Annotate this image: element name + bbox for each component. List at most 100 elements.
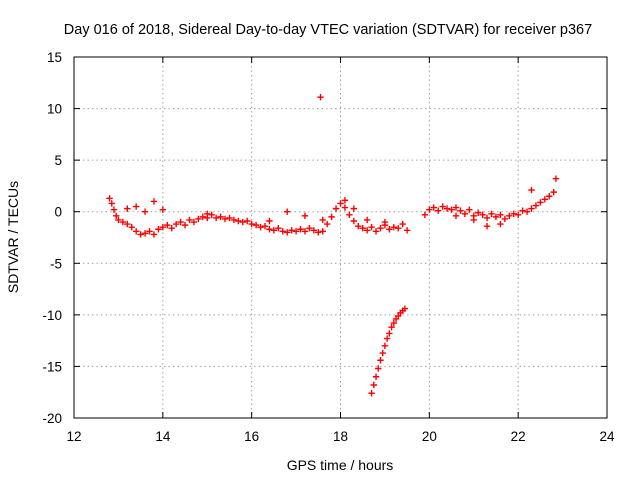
data-point bbox=[528, 186, 535, 194]
data-point bbox=[337, 200, 344, 207]
data-point bbox=[266, 217, 273, 225]
data-point bbox=[381, 342, 389, 349]
data-point bbox=[172, 220, 180, 228]
y-tick-label: -15 bbox=[42, 359, 62, 374]
data-point bbox=[177, 218, 184, 226]
data-point bbox=[226, 214, 233, 222]
data-point bbox=[146, 228, 153, 235]
data-point bbox=[350, 205, 358, 212]
data-point bbox=[301, 212, 309, 220]
data-point bbox=[443, 205, 451, 212]
data-point bbox=[506, 212, 513, 220]
data-point bbox=[377, 357, 384, 364]
data-point bbox=[137, 231, 144, 238]
data-point bbox=[159, 206, 167, 213]
data-point bbox=[372, 373, 380, 380]
data-point bbox=[421, 211, 429, 219]
data-point bbox=[150, 198, 158, 205]
data-point bbox=[119, 218, 127, 226]
data-point bbox=[150, 231, 158, 238]
data-point bbox=[341, 204, 349, 211]
data-point bbox=[284, 208, 291, 215]
data-point bbox=[244, 217, 251, 225]
data-point bbox=[388, 324, 395, 331]
data-point bbox=[124, 220, 131, 228]
data-point bbox=[546, 193, 553, 200]
data-point bbox=[266, 226, 273, 233]
data-point bbox=[514, 211, 522, 219]
data-point bbox=[439, 203, 446, 210]
data-point bbox=[483, 214, 491, 222]
data-point bbox=[363, 227, 371, 234]
data-point bbox=[372, 228, 380, 235]
grid-lines bbox=[74, 57, 607, 418]
data-point bbox=[448, 206, 455, 213]
data-point bbox=[479, 211, 486, 219]
data-point bbox=[235, 217, 242, 225]
y-tick-label: 5 bbox=[54, 153, 62, 168]
data-point bbox=[346, 211, 353, 219]
data-point bbox=[377, 225, 384, 232]
data-point bbox=[132, 228, 140, 235]
y-axis-label: SDTVAR / TECUs bbox=[5, 181, 21, 293]
y-tick-label: 0 bbox=[54, 205, 62, 220]
data-point bbox=[466, 206, 473, 213]
data-point bbox=[155, 226, 162, 233]
data-point bbox=[252, 221, 260, 229]
data-point bbox=[355, 222, 362, 230]
data-point bbox=[381, 218, 389, 226]
data-point bbox=[319, 216, 326, 224]
data-point bbox=[270, 227, 278, 234]
data-point bbox=[230, 216, 238, 224]
data-point bbox=[128, 223, 135, 231]
data-point bbox=[181, 221, 189, 229]
data-point bbox=[212, 214, 220, 222]
data-point bbox=[363, 216, 371, 224]
data-point bbox=[483, 222, 491, 230]
data-point bbox=[379, 349, 386, 357]
data-point bbox=[541, 196, 549, 203]
data-point bbox=[204, 210, 211, 217]
data-point bbox=[532, 202, 540, 209]
data-point bbox=[519, 207, 526, 214]
data-point bbox=[492, 213, 500, 221]
data-point bbox=[261, 222, 269, 230]
x-tick-label: 24 bbox=[599, 429, 615, 444]
y-tick-label: 10 bbox=[47, 102, 62, 117]
x-tick-label: 22 bbox=[511, 429, 526, 444]
data-point bbox=[239, 218, 246, 226]
data-point bbox=[208, 211, 215, 219]
data-point bbox=[550, 188, 557, 196]
data-point bbox=[319, 228, 326, 235]
data-point bbox=[306, 225, 313, 232]
data-point bbox=[115, 216, 122, 224]
data-point bbox=[370, 381, 378, 389]
data-point bbox=[221, 215, 229, 223]
data-point bbox=[386, 226, 393, 233]
data-point bbox=[248, 220, 255, 228]
data-point bbox=[375, 365, 382, 372]
data-point bbox=[488, 210, 495, 217]
y-tick-label: 15 bbox=[47, 50, 62, 65]
data-point bbox=[452, 204, 460, 211]
y-tick-label: -20 bbox=[42, 411, 62, 426]
data-point bbox=[199, 213, 207, 221]
chart-title: Day 016 of 2018, Sidereal Day-to-day VTE… bbox=[64, 22, 592, 38]
data-point bbox=[435, 207, 442, 214]
data-point bbox=[461, 210, 469, 217]
axis-ticks bbox=[73, 56, 608, 419]
data-point bbox=[341, 197, 349, 204]
data-point bbox=[497, 220, 504, 228]
data-point bbox=[159, 223, 167, 231]
data-point bbox=[403, 227, 411, 234]
data-point bbox=[552, 175, 560, 182]
x-tick-label: 14 bbox=[155, 429, 171, 444]
data-point bbox=[292, 228, 300, 235]
data-point bbox=[350, 217, 358, 225]
data-point bbox=[284, 229, 291, 236]
data-point bbox=[399, 220, 406, 228]
data-point bbox=[323, 220, 331, 228]
data-point bbox=[317, 94, 324, 101]
data-point bbox=[497, 211, 504, 219]
